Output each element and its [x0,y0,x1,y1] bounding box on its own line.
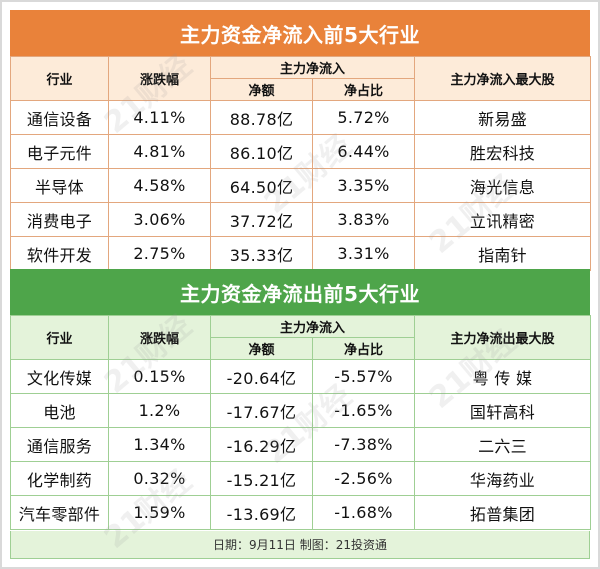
change-cell: 3.06% [108,202,211,237]
net-amount-cell: -13.69亿 [210,495,313,530]
table-row: 消费电子 3.06% 37.72亿 3.83% 立讯精密 [10,202,592,237]
net-ratio-cell: 5.72% [311,100,416,135]
table-row: 半导体 4.58% 64.50亿 3.35% 海光信息 [10,168,592,203]
table-row: 电池 1.2% -17.67亿 -1.65% 国轩高科 [10,393,592,428]
change-cell: 4.11% [108,100,211,135]
net-ratio-cell: 3.31% [311,236,416,271]
header-top-stock: 主力净流出最大股 [414,315,592,360]
net-ratio-cell: -5.57% [311,359,416,394]
net-amount-cell: 64.50亿 [210,168,313,203]
industry-cell: 软件开发 [10,236,109,271]
industry-cell: 电子元件 [10,134,109,169]
change-cell: 1.2% [108,393,211,428]
footer-credit: 日期：9月11日 制图：21投资通 [10,531,590,559]
inflow-table: 行业 涨跌幅 主力净流入 主力净流入最大股 净额 净占比 通信设备 4.11% … [10,56,592,271]
header-net-amount: 净额 [210,337,313,360]
industry-cell: 化学制药 [10,461,109,496]
top-stock-cell: 拓普集团 [414,495,592,530]
net-ratio-cell: 3.83% [311,202,416,237]
header-change: 涨跌幅 [108,315,211,360]
net-amount-cell: 86.10亿 [210,134,313,169]
top-stock-cell: 二六三 [414,427,592,462]
industry-cell: 消费电子 [10,202,109,237]
industry-cell: 通信设备 [10,100,109,135]
top-stock-cell: 华海药业 [414,461,592,496]
net-amount-cell: -15.21亿 [210,461,313,496]
top-stock-cell: 粤 传 媒 [414,359,592,394]
change-cell: 1.34% [108,427,211,462]
header-net-ratio: 净占比 [311,337,416,360]
change-cell: 0.32% [108,461,211,496]
header-industry: 行业 [10,56,109,101]
table-row: 电子元件 4.81% 86.10亿 6.44% 胜宏科技 [10,134,592,169]
change-cell: 4.58% [108,168,211,203]
net-amount-cell: -17.67亿 [210,393,313,428]
industry-cell: 文化传媒 [10,359,109,394]
header-change: 涨跌幅 [108,56,211,101]
header-industry: 行业 [10,315,109,360]
net-amount-cell: -16.29亿 [210,427,313,462]
net-amount-cell: 35.33亿 [210,236,313,271]
table-row: 文化传媒 0.15% -20.64亿 -5.57% 粤 传 媒 [10,359,592,394]
net-ratio-cell: 3.35% [311,168,416,203]
industry-cell: 通信服务 [10,427,109,462]
industry-cell: 半导体 [10,168,109,203]
net-ratio-cell: -1.65% [311,393,416,428]
header-main-flow: 主力净流入 [209,315,416,338]
header-main-flow: 主力净流入 [209,56,416,79]
net-ratio-cell: -1.68% [311,495,416,530]
top-stock-cell: 立讯精密 [414,202,592,237]
change-cell: 4.81% [108,134,211,169]
change-cell: 2.75% [108,236,211,271]
net-ratio-cell: 6.44% [311,134,416,169]
top-stock-cell: 新易盛 [414,100,592,135]
header-top-stock: 主力净流入最大股 [414,56,592,101]
top-stock-cell: 国轩高科 [414,393,592,428]
net-ratio-cell: -2.56% [311,461,416,496]
top-stock-cell: 指南针 [414,236,592,271]
net-amount-cell: 37.72亿 [210,202,313,237]
industry-cell: 电池 [10,393,109,428]
inflow-title: 主力资金净流入前5大行业 [10,10,590,56]
table-row: 通信服务 1.34% -16.29亿 -7.38% 二六三 [10,427,592,462]
net-ratio-cell: -7.38% [311,427,416,462]
header-net-amount: 净额 [210,78,313,101]
outflow-table: 行业 涨跌幅 主力净流入 主力净流出最大股 净额 净占比 文化传媒 0.15% … [10,315,592,530]
table-row: 化学制药 0.32% -15.21亿 -2.56% 华海药业 [10,461,592,496]
table-row: 通信设备 4.11% 88.78亿 5.72% 新易盛 [10,100,592,135]
change-cell: 0.15% [108,359,211,394]
net-amount-cell: 88.78亿 [210,100,313,135]
table-row: 汽车零部件 1.59% -13.69亿 -1.68% 拓普集团 [10,495,592,530]
change-cell: 1.59% [108,495,211,530]
outflow-title: 主力资金净流出前5大行业 [10,269,590,315]
top-stock-cell: 海光信息 [414,168,592,203]
header-net-ratio: 净占比 [311,78,416,101]
industry-cell: 汽车零部件 [10,495,109,530]
table-row: 软件开发 2.75% 35.33亿 3.31% 指南针 [10,236,592,271]
top-stock-cell: 胜宏科技 [414,134,592,169]
net-amount-cell: -20.64亿 [210,359,313,394]
